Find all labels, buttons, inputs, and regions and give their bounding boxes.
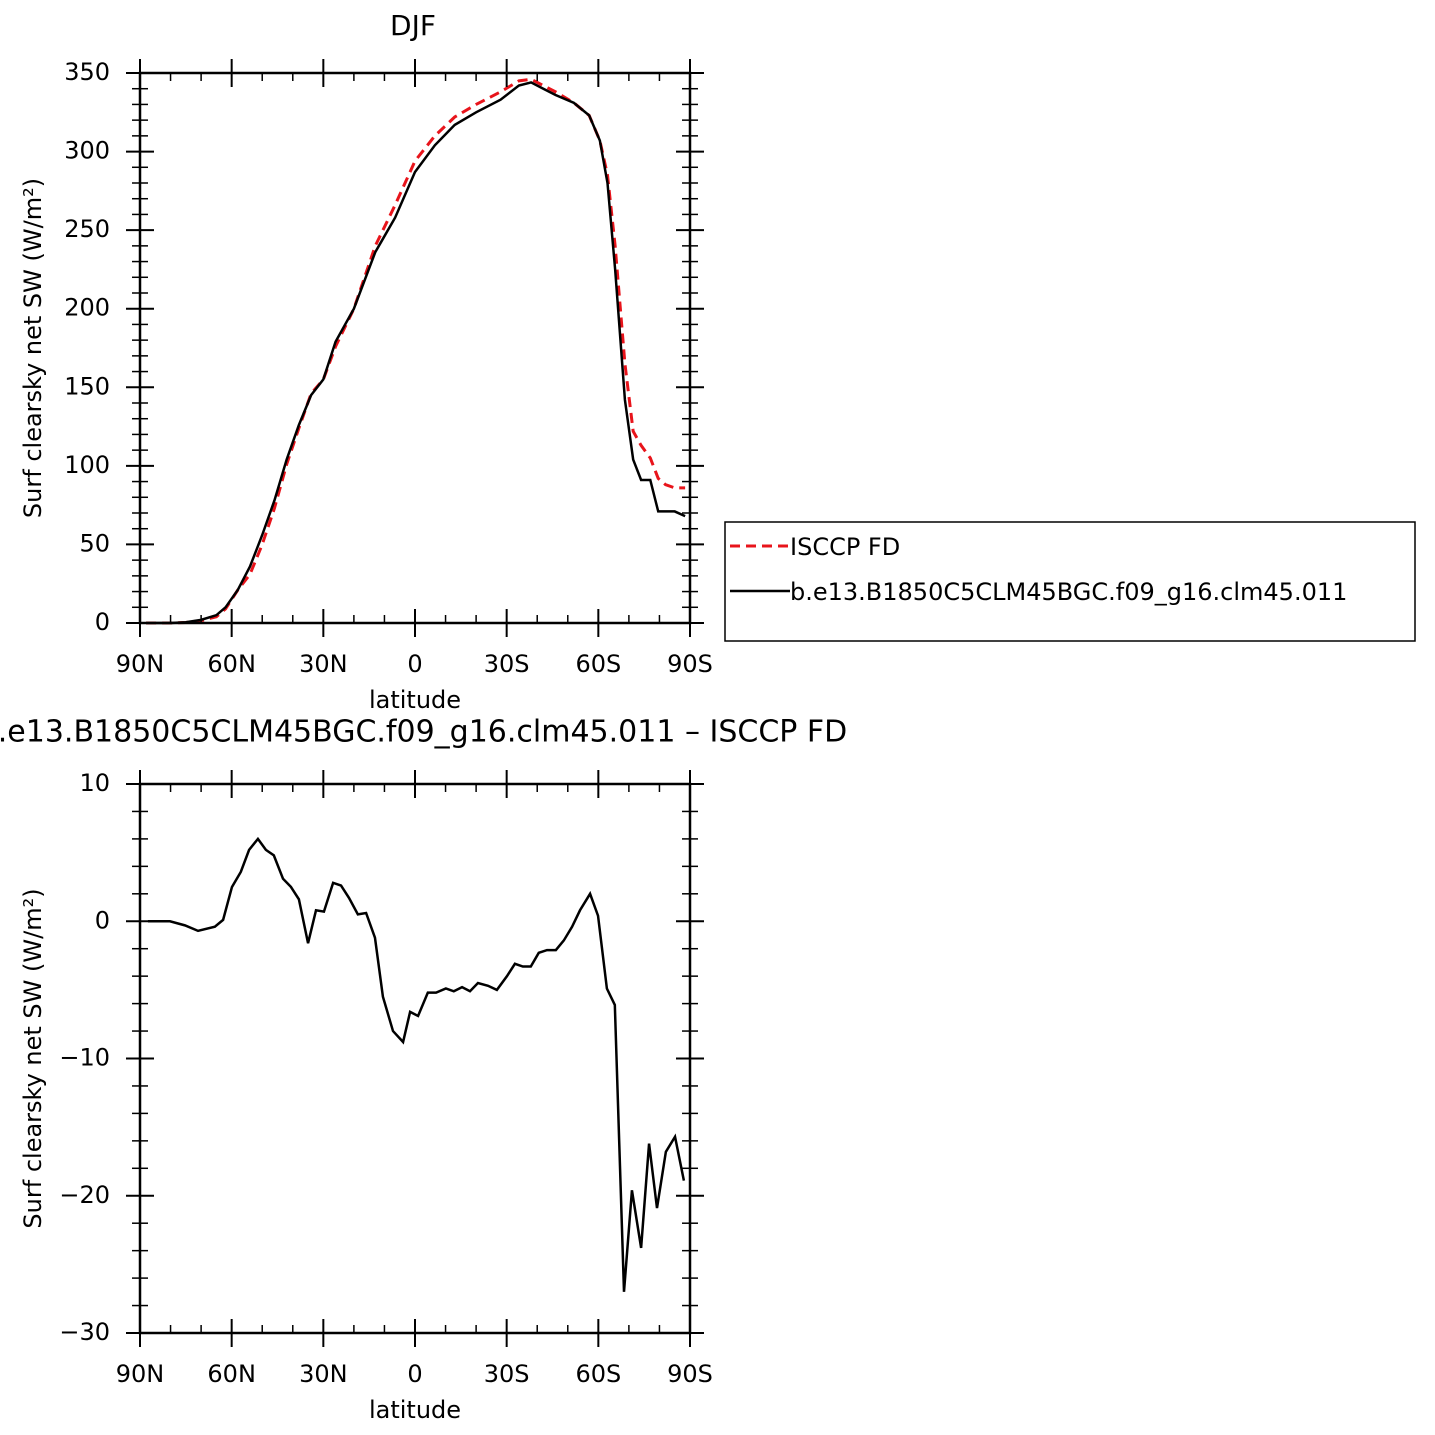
y-tick-label: 200 [64, 294, 110, 322]
y-tick-label: 0 [95, 906, 110, 934]
x-tick-label: 90S [667, 1360, 713, 1388]
legend-label: ISCCP FD [790, 533, 900, 561]
x-tick-label: 60S [575, 650, 621, 678]
x-tick-label: 60S [575, 1360, 621, 1388]
chart-title: b.e13.B1850C5CLM45BGC.f09_g16.clm45.011 … [0, 715, 847, 750]
x-axis-label: latitude [369, 686, 461, 714]
x-tick-label: 60N [207, 650, 256, 678]
chart-title: DJF [390, 9, 436, 42]
y-tick-label: −20 [59, 1181, 110, 1209]
plot-frame [138, 71, 692, 625]
x-tick-label: 30N [299, 1360, 348, 1388]
y-tick-label: 100 [64, 451, 110, 479]
y-axis-label: Surf clearsky net SW (W/m²) [19, 888, 47, 1228]
x-tick-label: 0 [407, 650, 422, 678]
legend-box [724, 521, 1416, 642]
x-tick-label: 30S [484, 650, 530, 678]
x-tick-label: 30S [484, 1360, 530, 1388]
x-tick-label: 30N [299, 650, 348, 678]
plot-frame [138, 782, 692, 1335]
y-axis-label: Surf clearsky net SW (W/m²) [19, 178, 47, 518]
y-tick-label: 10 [79, 769, 110, 797]
data-line [147, 836, 686, 1292]
y-tick-label: 50 [79, 529, 110, 557]
data-line [146, 77, 686, 625]
x-tick-label: 60N [207, 1360, 256, 1388]
y-tick-label: 150 [64, 372, 110, 400]
y-tick-label: 250 [64, 215, 110, 243]
x-tick-label: 90N [116, 650, 165, 678]
y-tick-label: 300 [64, 137, 110, 165]
x-tick-label: 90S [667, 650, 713, 678]
data-line [146, 81, 686, 625]
x-axis-label: latitude [369, 1396, 461, 1424]
legend-label: b.e13.B1850C5CLM45BGC.f09_g16.clm45.011 [790, 578, 1347, 606]
x-tick-label: 90N [116, 1360, 165, 1388]
x-tick-label: 0 [407, 1360, 422, 1388]
y-tick-label: −30 [59, 1318, 110, 1346]
y-tick-label: 0 [95, 608, 110, 636]
y-tick-label: 350 [64, 58, 110, 86]
y-tick-label: −10 [59, 1044, 110, 1072]
